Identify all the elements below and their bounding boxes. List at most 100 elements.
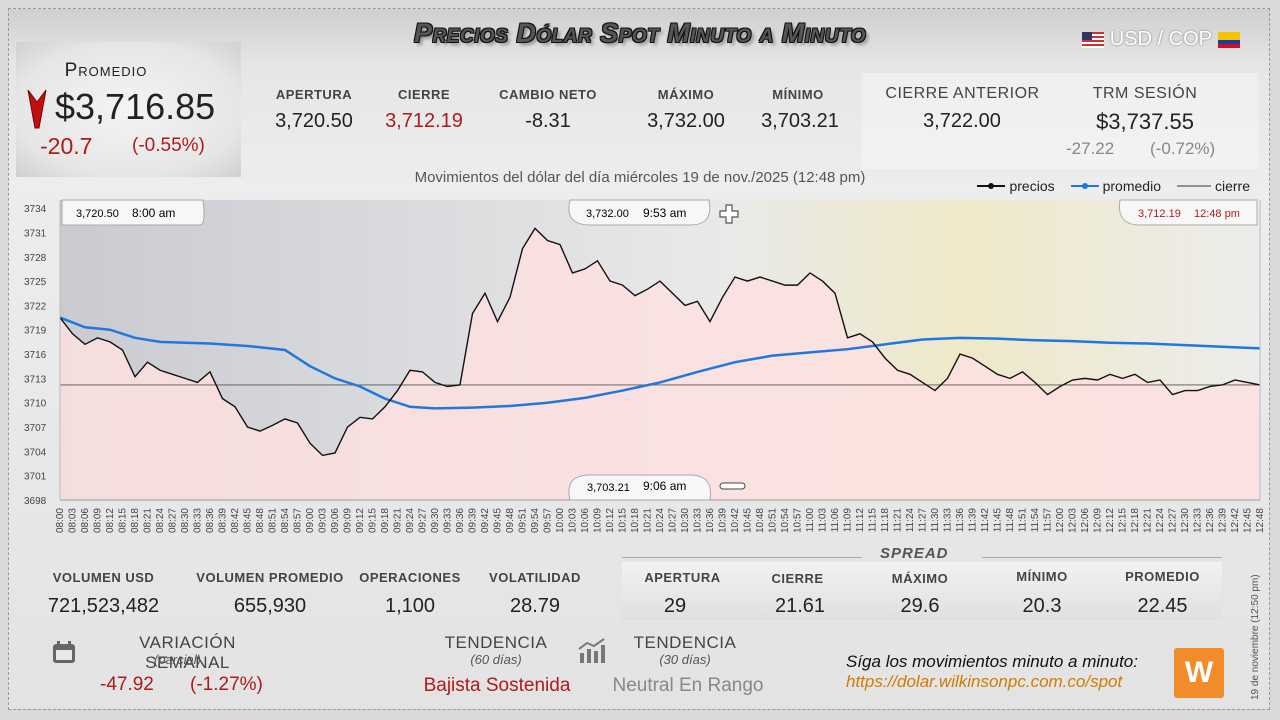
x-tick-label: 08:09 (93, 508, 104, 533)
x-tick-label: 11:15 (868, 508, 879, 533)
x-tick-label: 12:33 (1193, 508, 1204, 533)
average-change-pct: (-0.55%) (132, 135, 205, 156)
x-tick-label: 09:24 (405, 508, 416, 533)
average-label: Promedio (64, 60, 148, 81)
volatilidad-value: 28.79 (509, 595, 561, 617)
y-tick-label: 3716 (24, 350, 47, 361)
currency-pair[interactable]: USD / COP (1081, 28, 1240, 51)
stat-apertura-label: APERTURA (275, 87, 353, 102)
spread-promedio-value: 22.45 (1137, 595, 1188, 617)
y-tick-label: 3710 (24, 399, 47, 410)
y-tick-label: 3707 (24, 423, 47, 434)
x-tick-label: 11:12 (855, 508, 866, 533)
x-tick-label: 12:45 (1243, 508, 1254, 533)
x-tick-label: 11:00 (805, 508, 816, 533)
annotation-open: 3,720.50 8:00 am (61, 199, 205, 226)
x-tick-label: 09:03 (318, 508, 329, 533)
legend-cierre[interactable]: cierre (1176, 178, 1250, 194)
y-tick-label: 3731 (24, 228, 47, 239)
operaciones-label: OPERACIONES (359, 570, 461, 585)
stat-cambio-value: -8.31 (525, 110, 571, 132)
x-tick-label: 11:33 (943, 508, 954, 533)
x-tick-label: 11:06 (830, 508, 841, 533)
x-tick-label: 09:00 (305, 508, 316, 533)
tendencia30-label: TENDENCIA (633, 633, 737, 652)
stat-maximo-label: MÁXIMO (657, 87, 715, 102)
semanal-label: VARIACIÓN SEMANAL (139, 633, 236, 672)
stat-apertura-value: 3,720.50 (275, 110, 353, 132)
wilkinson-logo[interactable]: W (1174, 648, 1224, 698)
spread-cierre-label: CIERRE (771, 571, 824, 586)
us-flag-icon (1081, 31, 1104, 48)
y-tick-label: 3722 (24, 301, 47, 312)
x-tick-label: 12:36 (1205, 508, 1216, 533)
x-tick-label: 10:06 (580, 508, 591, 533)
y-tick-label: 3734 (24, 204, 47, 215)
x-tick-label: 09:06 (330, 508, 341, 533)
x-tick-label: 10:39 (718, 508, 729, 533)
annotation-max-time: 9:53 am (643, 206, 686, 220)
x-tick-label: 08:06 (80, 508, 91, 533)
legend-promedio-label: promedio (1102, 178, 1161, 194)
price-chart[interactable]: 3734 3731 3728 3725 3722 3719 3716 3713 3710 3707… (0, 195, 1280, 550)
vol-usd-value: 721,523,482 (47, 595, 160, 617)
x-tick-label: 10:42 (730, 508, 741, 533)
x-tick-label: 09:48 (505, 508, 516, 533)
legend-promedio[interactable]: promedio (1070, 178, 1161, 194)
x-tick-label: 11:42 (980, 508, 991, 533)
x-tick-label: 08:48 (255, 508, 266, 533)
legend-cierre-label: cierre (1214, 178, 1250, 194)
x-tick-label: 09:12 (355, 508, 366, 533)
trm-value: $3,737.55 (1096, 109, 1194, 134)
x-tick-label: 09:39 (468, 508, 479, 533)
spread-apertura-value: 29 (663, 595, 687, 617)
x-tick-label: 10:36 (705, 508, 716, 533)
side-note: 19 de noviembre (12:50 pm) (1250, 574, 1261, 700)
x-tick-label: 08:51 (268, 508, 279, 533)
x-tick-label: 09:54 (530, 508, 541, 533)
stat-cierre-value: 3,712.19 (385, 110, 463, 132)
x-tick-label: 12:42 (1230, 508, 1241, 533)
annotation-min-value: 3,703.21 (587, 482, 630, 494)
annotation-close: 3,712.19 12:48 pm (1118, 199, 1258, 226)
vol-usd-label: VOLUMEN USD (52, 570, 155, 585)
scroll-handle[interactable] (719, 482, 746, 490)
site-link[interactable]: https://dolar.wilkinsonpc.com.co/spot (846, 672, 1123, 691)
operaciones-value: 1,100 (384, 595, 436, 617)
promedio-line (59, 316, 1261, 410)
tendencia60-sub: (60 días) (470, 652, 522, 667)
x-tick-label: 08:39 (218, 508, 229, 533)
y-tick-label: 3725 (24, 277, 47, 288)
x-tick-label: 10:12 (605, 508, 616, 533)
legend-cierre-swatch (1176, 185, 1211, 187)
crosshair-icon[interactable] (719, 204, 739, 224)
spread-apertura-label: APERTURA (644, 570, 721, 585)
x-tick-label: 09:36 (455, 508, 466, 533)
previous-close-value: 3,722.00 (923, 110, 1001, 132)
colombia-flag-icon (1218, 31, 1240, 48)
x-tick-label: 12:27 (1168, 508, 1179, 533)
x-tick-label: 09:18 (380, 508, 391, 533)
x-tick-label: 08:57 (293, 508, 304, 533)
x-tick-label: 08:42 (230, 508, 241, 533)
x-tick-label: 08:30 (180, 508, 191, 533)
x-tick-label: 10:03 (568, 508, 579, 533)
x-tick-label: 10:24 (655, 508, 666, 533)
x-tick-label: 08:45 (243, 508, 254, 533)
x-tick-label: 12:15 (1118, 508, 1129, 533)
x-tick-label: 11:21 (893, 508, 904, 533)
precios-line (59, 227, 1261, 457)
previous-close-panel (862, 73, 1258, 169)
annotation-close-value: 3,712.19 (1138, 208, 1181, 220)
y-tick-label: 3701 (24, 472, 47, 483)
x-tick-label: 10:48 (755, 508, 766, 533)
x-tick-label: 08:15 (118, 508, 129, 533)
x-tick-label: 10:51 (768, 508, 779, 533)
currency-pair-label: USD / COP (1109, 28, 1212, 50)
x-tick-label: 09:09 (343, 508, 354, 533)
legend-precios[interactable]: precios (977, 178, 1055, 194)
x-tick-label: 10:57 (793, 508, 804, 533)
x-tick-label: 12:39 (1218, 508, 1229, 533)
semanal-sub: (parcial) (154, 652, 201, 667)
tendencia30-value: Neutral En Rango (612, 675, 764, 696)
